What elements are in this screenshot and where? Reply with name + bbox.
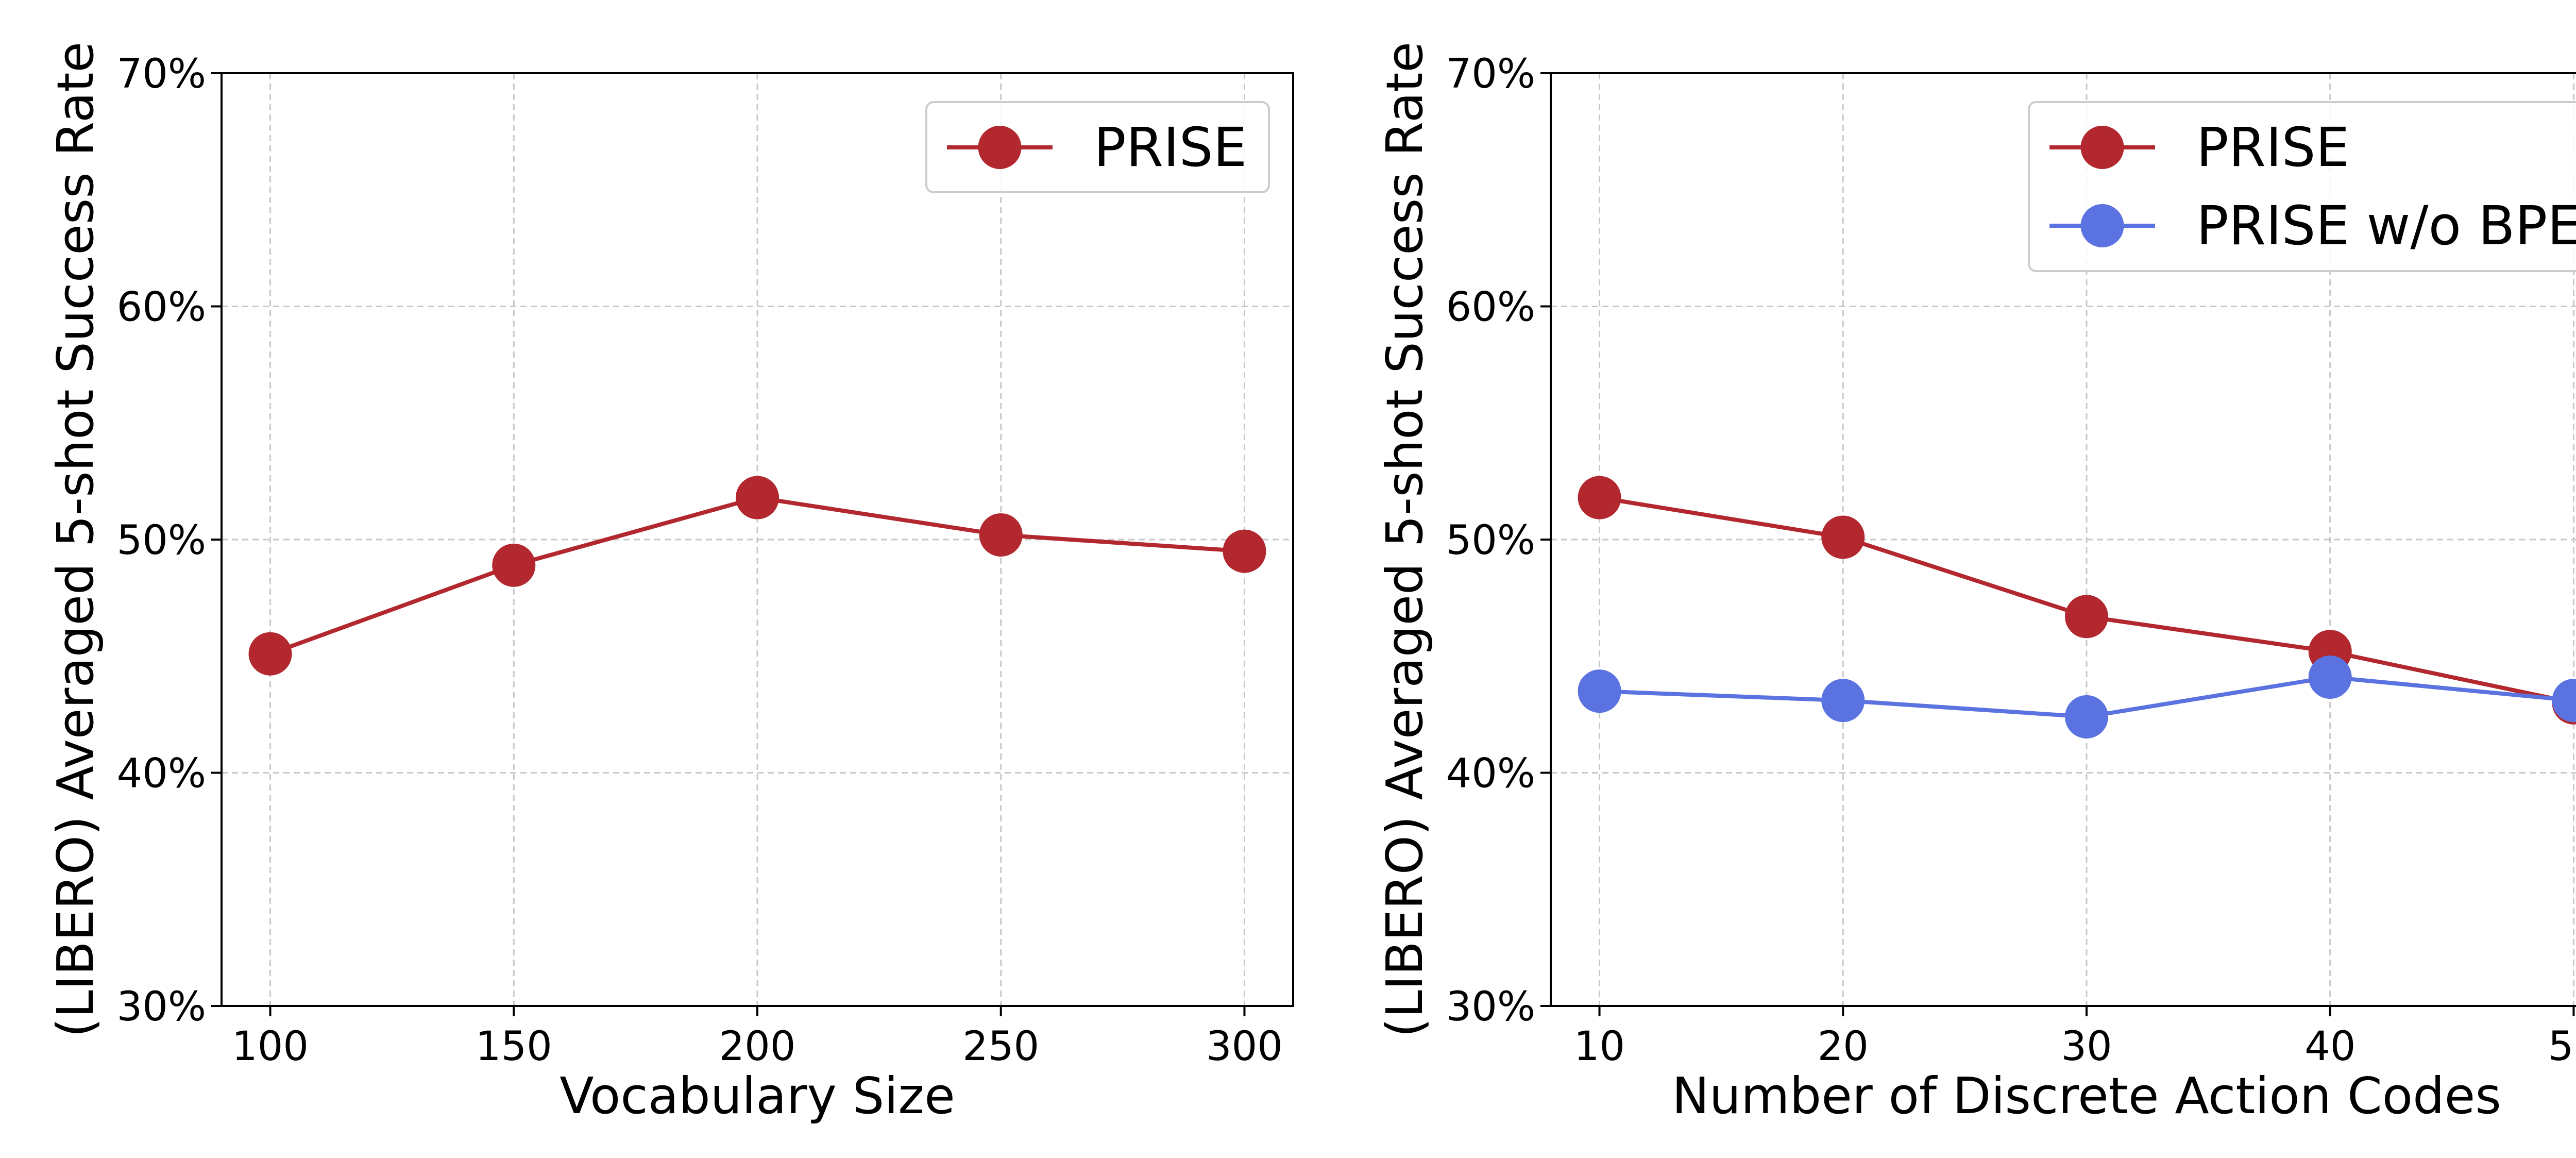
- legend-marker: [978, 126, 1022, 169]
- y-axis-label: (LIBERO) Averaged 5-shot Success Rate: [1376, 42, 1434, 1037]
- x-tick-label: 100: [232, 1023, 309, 1070]
- x-axis-label: Vocabulary Size: [560, 1067, 955, 1125]
- x-axis-label: Number of Discrete Action Codes: [1672, 1067, 2501, 1125]
- x-tick-label: 250: [962, 1023, 1039, 1070]
- y-tick-label: 70%: [117, 51, 206, 97]
- y-tick-label: 40%: [117, 751, 206, 797]
- legend-label: PRISE: [2196, 116, 2349, 179]
- data-point: [2065, 595, 2108, 639]
- data-point: [979, 513, 1023, 557]
- data-point: [1578, 669, 1621, 713]
- x-tick-label: 10: [1574, 1023, 1625, 1070]
- x-tick-label: 300: [1206, 1023, 1283, 1070]
- data-point: [1821, 679, 1865, 723]
- x-tick-label: 20: [1818, 1023, 1869, 1070]
- data-point: [736, 476, 779, 519]
- chart-panel-vocabulary-size: 100 150 200 250 300 30% 40% 50% 60% 70% Vocabulary…: [46, 42, 1294, 1125]
- legend-marker: [2080, 126, 2124, 169]
- x-tick-label: 30: [2061, 1023, 2112, 1070]
- y-tick-label: 60%: [1446, 284, 1535, 331]
- data-point: [2065, 695, 2108, 739]
- chart-panel-discrete-action-codes: 10 20 30 40 50 30% 40% 50% 60% 70% Number of Discr…: [1376, 42, 2576, 1125]
- x-tick-label: 50: [2548, 1023, 2576, 1070]
- plot-frame: [221, 72, 1294, 1007]
- y-tick-label: 50%: [117, 517, 206, 564]
- data-point: [1223, 529, 1266, 573]
- y-tick-label: 50%: [1446, 517, 1535, 564]
- legend-box: [925, 101, 1270, 193]
- plot-frame: [1550, 72, 2576, 1007]
- y-tick-label: 30%: [1446, 984, 1535, 1030]
- data-point: [1578, 476, 1621, 519]
- x-tick-label: 40: [2304, 1023, 2355, 1070]
- data-point: [2552, 679, 2576, 723]
- data-point: [2308, 655, 2352, 699]
- x-tick-label: 150: [476, 1023, 552, 1070]
- legend-marker: [2080, 204, 2124, 247]
- data-point: [248, 632, 292, 676]
- y-tick-label: 70%: [1446, 51, 1535, 97]
- legend-box: [2028, 101, 2576, 272]
- y-tick-label: 60%: [117, 284, 206, 331]
- x-tick-label: 200: [719, 1023, 796, 1070]
- legend-label: PRISE w/o BPE: [2196, 194, 2576, 257]
- data-point: [1821, 515, 1865, 559]
- y-tick-label: 30%: [117, 984, 206, 1030]
- data-point: [492, 543, 536, 587]
- y-axis-label: (LIBERO) Averaged 5-shot Success Rate: [46, 42, 105, 1037]
- y-tick-label: 40%: [1446, 751, 1535, 797]
- legend-label: PRISE: [1094, 116, 1247, 179]
